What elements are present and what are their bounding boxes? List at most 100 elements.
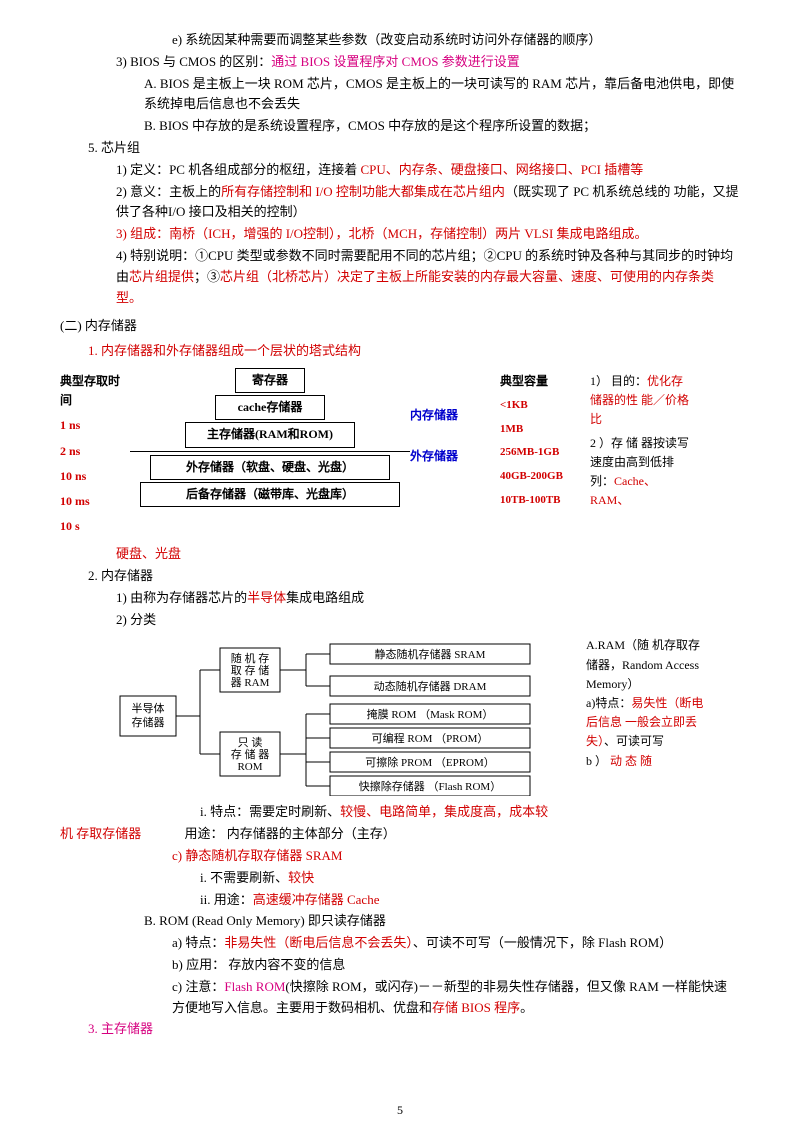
svg-text:可擦除 PROM （EPROM）: 可擦除 PROM （EPROM） bbox=[365, 755, 495, 769]
svg-text:取 存 储: 取 存 储 bbox=[231, 663, 270, 677]
item-3A: A. BIOS 是主板上一块 ROM 芯片，CMOS 是主板上的一块可读写的 R… bbox=[60, 74, 740, 116]
mem-notes: 1） 目的：优化存储器的性 能／价格比 2 ）存 储 器按读写速度由高到低排列：… bbox=[590, 368, 690, 536]
after-Bc-b: Flash ROM bbox=[224, 979, 285, 994]
mem-cap-0: <1KB bbox=[500, 397, 590, 415]
after-mix-a: 机 存取存储器 bbox=[60, 826, 141, 841]
svg-text:半导体: 半导体 bbox=[132, 701, 165, 715]
after-Ba: a) 特点：非易失性（断电后信息不会丢失）、可读不可写（一般情况下，除 Flas… bbox=[60, 933, 740, 954]
label-3: 3) BIOS 与 CMOS 的区别： bbox=[116, 54, 271, 69]
s2-3: 3. 主存储器 bbox=[60, 1019, 740, 1040]
after-ci-a: i. 不需要刷新、 bbox=[200, 870, 288, 885]
s5-4c: ；③ bbox=[194, 269, 220, 284]
after-Bc: c) 注意：Flash ROM(快擦除 ROM，或闪存)－－新型的非易失性存储器… bbox=[60, 977, 740, 1019]
after-Bc-a: c) 注意： bbox=[172, 979, 224, 994]
memory-hierarchy-diagram: 典型存取时间 1 ns 2 ns 10 ns 10 ms 10 s 寄存器 ca… bbox=[60, 368, 740, 536]
s5-2a: 2) 意义：主板上的 bbox=[116, 184, 221, 199]
mem-time-3: 10 ms bbox=[60, 492, 130, 511]
mem-times-col: 典型存取时间 1 ns 2 ns 10 ns 10 ms 10 s bbox=[60, 368, 130, 536]
svg-text:存 储 器: 存 储 器 bbox=[231, 747, 270, 761]
s5-1a: 1) 定义：PC 机各组成部分的枢纽，连接着 bbox=[116, 162, 360, 177]
svg-text:存储器: 存储器 bbox=[132, 715, 165, 729]
after-cii-a: ii. 用途： bbox=[200, 892, 253, 907]
after-ci: i. 不需要刷新、较快 bbox=[60, 868, 740, 889]
mem-box-1: cache存储器 bbox=[215, 395, 325, 420]
s2-2-title: 2. 内存储器 bbox=[60, 566, 740, 587]
s2-2-2: 2) 分类 bbox=[60, 610, 740, 631]
after-Ba-b: 非易失性（断电后信息不会丢失） bbox=[224, 935, 413, 950]
mem-box-3: 外存储器（软盘、硬盘、光盘） bbox=[150, 455, 390, 480]
mem-box-0: 寄存器 bbox=[235, 368, 305, 393]
mem-label-in: 内存储器 bbox=[410, 406, 500, 425]
tree-r-b: b ） bbox=[586, 754, 610, 768]
text-magenta: 通过 BIOS 设置程序对 CMOS 参数进行设置 bbox=[271, 54, 519, 69]
mem-time-1: 2 ns bbox=[60, 442, 130, 461]
after-Bb: b) 应用： 存放内容不变的信息 bbox=[60, 955, 740, 976]
sec2-1: 1. 内存储器和外存储器组成一个层状的塔式结构 bbox=[60, 341, 740, 362]
s5-3: 3) 组成：南桥（ICH，增强的 I/O控制），北桥（MCH，存储控制）两片 V… bbox=[60, 224, 740, 245]
svg-text:快擦除存储器 （Flash ROM）: 快擦除存储器 （Flash ROM） bbox=[359, 779, 501, 793]
after-i: i. 特点：需要定时刷新、较慢、电路简单，集成度高，成本较 bbox=[60, 802, 740, 823]
mem-after: 硬盘、光盘 bbox=[60, 544, 740, 565]
svg-text:静态随机存储器 SRAM: 静态随机存储器 SRAM bbox=[375, 647, 486, 661]
svg-text:只 读: 只 读 bbox=[238, 735, 263, 749]
s2-2-1: 1) 由称为存储器芯片的半导体集成电路组成 bbox=[60, 588, 740, 609]
after-B: B. ROM (Read Only Memory) 即只读存储器 bbox=[60, 911, 740, 932]
s5-2: 2) 意义：主板上的所有存储控制和 I/O 控制功能大都集成在芯片组内（既实现了… bbox=[60, 182, 740, 224]
after-mix: 机 存取存储器 用途： 内存储器的主体部分（主存） bbox=[60, 824, 740, 845]
item-3B: B. BIOS 中存放的是系统设置程序，CMOS 中存放的是这个程序所设置的数据… bbox=[60, 116, 740, 137]
svg-text:ROM: ROM bbox=[237, 761, 262, 773]
mem-cap-1: 1MB bbox=[500, 421, 590, 439]
mem-pyramid: 寄存器 cache存储器 主存储器(RAM和ROM) 外存储器（软盘、硬盘、光盘… bbox=[130, 368, 410, 536]
svg-text:随 机 存: 随 机 存 bbox=[231, 651, 270, 665]
s5-1: 1) 定义：PC 机各组成部分的枢纽，连接着 CPU、内存条、硬盘接口、网络接口… bbox=[60, 160, 740, 181]
mem-cap-3: 40GB-200GB bbox=[500, 468, 590, 486]
mem-time-4: 10 s bbox=[60, 517, 130, 536]
tree-r-a2b: 、可读可写 bbox=[604, 734, 664, 748]
mem-time-0: 1 ns bbox=[60, 416, 130, 435]
s5-2b: 所有存储控制和 I/O 控制功能大都集成在芯片组内 bbox=[221, 184, 505, 199]
item-3: 3) BIOS 与 CMOS 的区别：通过 BIOS 设置程序对 CMOS 参数… bbox=[60, 52, 740, 73]
mem-divider bbox=[130, 451, 410, 452]
after-i-a: i. 特点：需要定时刷新、 bbox=[200, 804, 340, 819]
section-5-title: 5. 芯片组 bbox=[60, 138, 740, 159]
s5-4: 4) 特别说明：①CPU 类型或参数不同时需要配用不同的芯片组；②CPU 的系统… bbox=[60, 246, 740, 308]
page-number: 5 bbox=[0, 1101, 800, 1120]
mem-caps: 典型容量 <1KB 1MB 256MB-1GB 40GB-200GB 10TB-… bbox=[500, 368, 590, 536]
mem-cap-header: 典型容量 bbox=[500, 372, 590, 391]
after-Bc-d: 存储 BIOS 程序 bbox=[432, 1000, 520, 1015]
after-Ba-a: a) 特点： bbox=[172, 935, 224, 950]
mem-cap-4: 10TB-100TB bbox=[500, 492, 590, 510]
svg-text:动态随机存储器 DRAM: 动态随机存储器 DRAM bbox=[374, 679, 487, 693]
svg-text:掩膜 ROM （Mask ROM）: 掩膜 ROM （Mask ROM） bbox=[367, 707, 494, 721]
after-cii-b: 高速缓冲存储器 Cache bbox=[253, 892, 380, 907]
s2-2-1b: 半导体 bbox=[247, 590, 286, 605]
after-Ba-c: 、可读不可写（一般情况下，除 Flash ROM） bbox=[413, 935, 672, 950]
section-2-title: (二) 内存储器 bbox=[60, 316, 740, 337]
mem-box-4: 后备存储器（磁带库、光盘库） bbox=[140, 482, 400, 507]
memory-tree-diagram: 半导体 存储器 随 机 存 取 存 储 器 RAM 只 读 存 储 器 ROM … bbox=[60, 636, 740, 796]
mem-box-2: 主存储器(RAM和ROM) bbox=[185, 422, 355, 447]
mem-cap-2: 256MB-1GB bbox=[500, 444, 590, 462]
mem-left-header: 典型存取时间 bbox=[60, 372, 130, 410]
s5-4b: 芯片组提供 bbox=[129, 269, 194, 284]
svg-text:可编程 ROM （PROM）: 可编程 ROM （PROM） bbox=[372, 731, 489, 745]
tree-notes: A.RAM（随 机存取存储器，Random Access Memory） a)特… bbox=[580, 636, 710, 770]
tree-r-a2: a)特点： bbox=[586, 696, 631, 710]
tree-svg: 半导体 存储器 随 机 存 取 存 储 器 RAM 只 读 存 储 器 ROM … bbox=[60, 636, 580, 796]
s5-1b: CPU、内存条、硬盘接口、网络接口、PCI 插槽等 bbox=[360, 162, 643, 177]
mem-note1a: 1） 目的： bbox=[590, 374, 647, 388]
s2-2-1c: 集成电路组成 bbox=[286, 590, 364, 605]
after-cii: ii. 用途：高速缓冲存储器 Cache bbox=[60, 890, 740, 911]
svg-text:器 RAM: 器 RAM bbox=[231, 676, 270, 689]
after-ci-r: 较快 bbox=[288, 870, 314, 885]
s2-2-1a: 1) 由称为存储器芯片的 bbox=[116, 590, 247, 605]
after-i-b: 较慢、电路简单，集成度高，成本较 bbox=[340, 804, 548, 819]
after-Bc-e: 。 bbox=[520, 1000, 533, 1015]
mem-labels: 内存储器 外存储器 bbox=[410, 368, 500, 536]
item-e: e) 系统因某种需要而调整某些参数（改变启动系统时访问外存储器的顺序） bbox=[60, 30, 740, 51]
mem-label-out: 外存储器 bbox=[410, 447, 500, 466]
after-mix-b: 用途： 内存储器的主体部分（主存） bbox=[185, 826, 396, 841]
after-c: c) 静态随机存取存储器 SRAM bbox=[60, 846, 740, 867]
tree-r-a1: A.RAM（随 机存取存储器，Random Access Memory） bbox=[586, 636, 710, 694]
tree-r-br: 动 态 随 bbox=[610, 754, 652, 768]
